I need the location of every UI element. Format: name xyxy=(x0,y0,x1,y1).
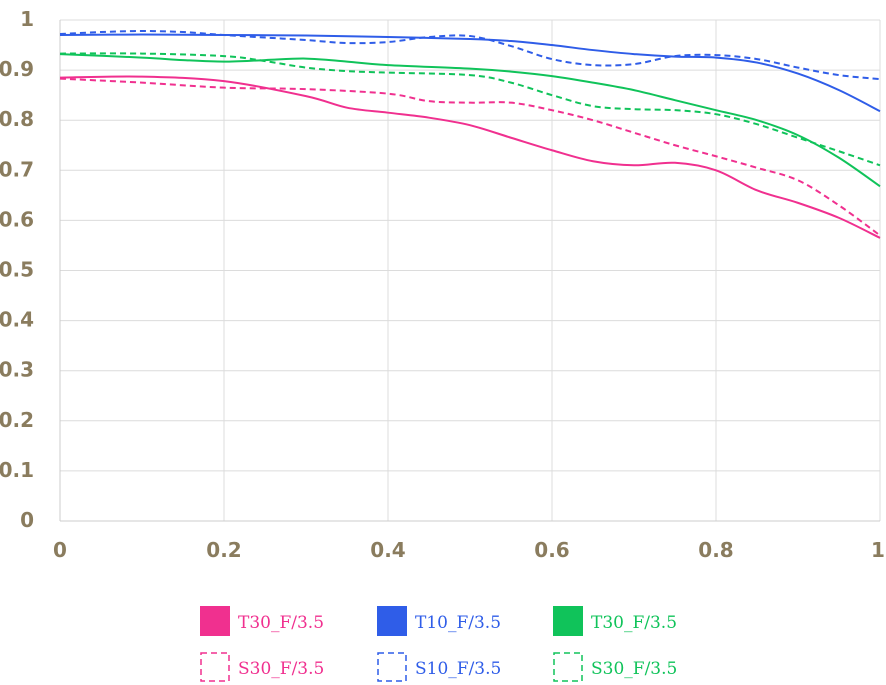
y-tick-label: 0.2 xyxy=(0,408,34,432)
y-tick-label: 0.6 xyxy=(0,207,34,231)
legend-swatch-solid xyxy=(377,606,407,636)
legend-label: T30_F/3.5 xyxy=(591,613,677,633)
x-tick-label: 0.4 xyxy=(370,538,405,562)
y-tick-label: 0.5 xyxy=(0,258,34,282)
legend-label: S10_F/3.5 xyxy=(415,659,501,679)
legend-item: S10_F/3.5 xyxy=(377,652,501,682)
legend-item: T30_F/3.5 xyxy=(553,606,677,636)
y-tick-label: 1 xyxy=(20,7,34,31)
legend-label: S30_F/3.5 xyxy=(238,659,324,679)
series-line-dashed-4 xyxy=(59,30,881,81)
legend-item: T30_F/3.5 xyxy=(200,606,324,636)
y-tick-label: 0.1 xyxy=(0,458,34,482)
x-tick-label: 0.8 xyxy=(698,538,733,562)
series-line-dashed-5 xyxy=(59,52,881,167)
legend-label: T30_F/3.5 xyxy=(238,613,324,633)
legend-swatch-dashed xyxy=(200,652,230,682)
series-line-dashed-3 xyxy=(59,77,881,237)
y-tick-label: 0.7 xyxy=(0,157,34,181)
series-line-solid-1 xyxy=(59,33,881,113)
y-tick-label: 0.3 xyxy=(0,358,34,382)
legend-item: S30_F/3.5 xyxy=(200,652,324,682)
legend-item: S30_F/3.5 xyxy=(553,652,677,682)
legend-swatch-dashed xyxy=(377,652,407,682)
y-tick-label: 0.9 xyxy=(0,57,34,81)
legend-swatch-solid xyxy=(553,606,583,636)
grid xyxy=(59,19,881,522)
x-tick-label: 0.6 xyxy=(534,538,569,562)
x-tick-label: 0.2 xyxy=(206,538,241,562)
x-tick-label: 1 xyxy=(871,538,885,562)
legend-label: S30_F/3.5 xyxy=(591,659,677,679)
series-line-solid-2 xyxy=(59,53,881,188)
legend-label: T10_F/3.5 xyxy=(415,613,501,633)
x-tick-label: 0 xyxy=(53,538,67,562)
y-tick-label: 0 xyxy=(20,508,34,532)
axis-tick-labels: 0 0.1 0.2 0.3 0.4 0.5 0.6 0.7 0.8 0.9 1 0 0.2 0.4 0.6 0… xyxy=(0,7,885,562)
legend-swatch-solid xyxy=(200,606,230,636)
legend-item: T10_F/3.5 xyxy=(377,606,501,636)
legend-swatch-dashed xyxy=(553,652,583,682)
series-lines xyxy=(59,30,881,239)
y-tick-label: 0.4 xyxy=(0,308,34,332)
y-tick-label: 0.8 xyxy=(0,107,34,131)
legend: T30_F/3.5 T10_F/3.5 T30_F/3.5 S30_F/3.5 S10_… xyxy=(200,606,677,682)
series-line-solid-0 xyxy=(59,75,881,239)
